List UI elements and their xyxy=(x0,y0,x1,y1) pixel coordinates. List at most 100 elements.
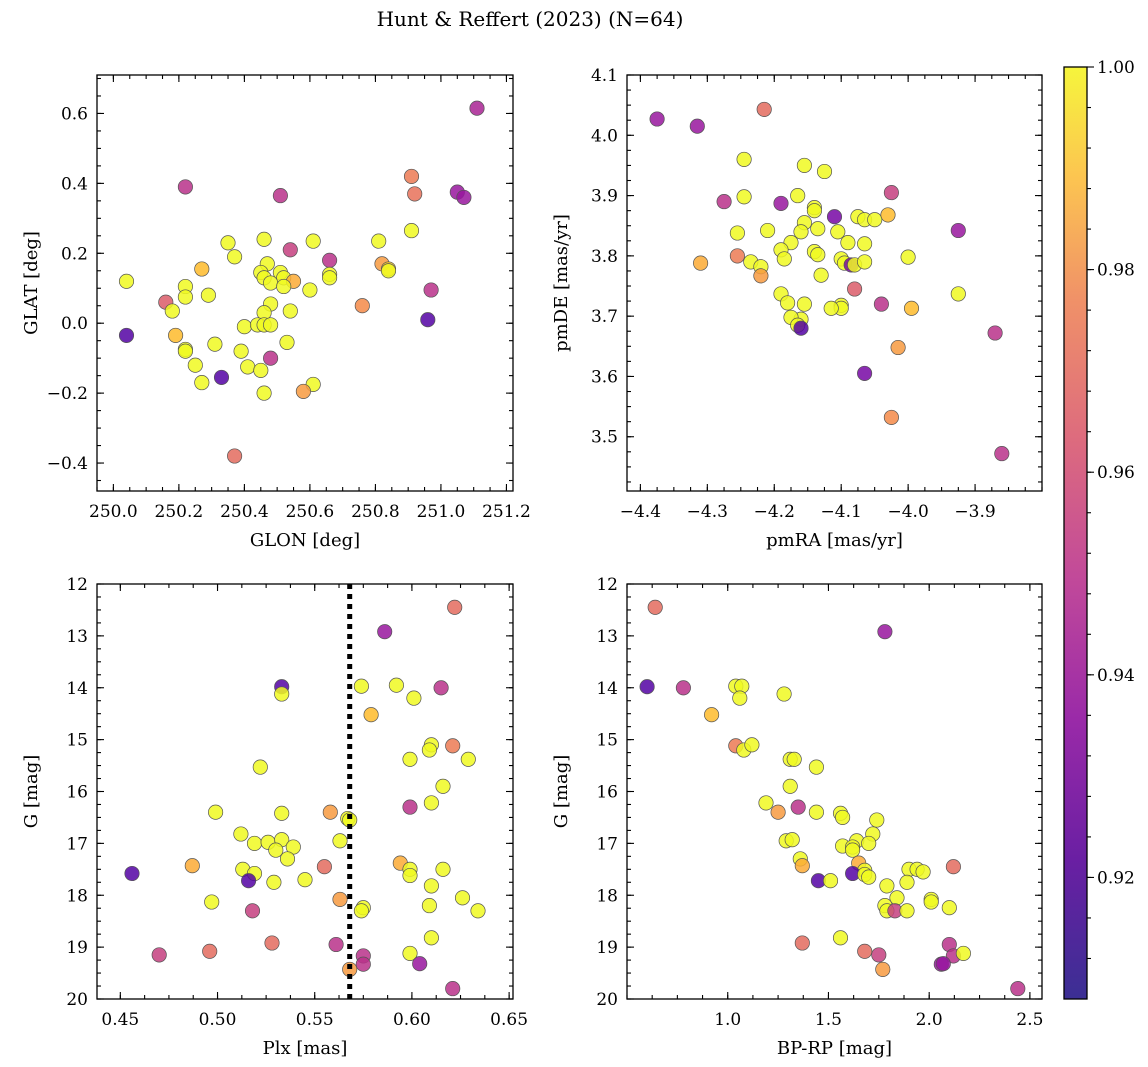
panel-0-point-14 xyxy=(282,242,298,258)
panel-0-point-44 xyxy=(263,317,279,333)
panel-0-point-34 xyxy=(200,287,216,303)
panel-2-point-6 xyxy=(433,680,449,696)
panel-0-frame xyxy=(96,74,514,492)
panel-2-points xyxy=(124,599,486,997)
panel-1-xtick-label: −4.0 xyxy=(887,502,928,522)
panel-1-frame xyxy=(626,74,1043,492)
panel-0-xtick-label: 251.2 xyxy=(482,502,531,522)
panel-0-point-2 xyxy=(272,188,288,204)
panel-3-point-60 xyxy=(955,945,971,961)
panel-1-point-1 xyxy=(689,118,705,134)
panel-2-point-45 xyxy=(454,890,471,906)
panel-0-point-46 xyxy=(168,327,184,343)
panel-2-ytick-label: 20 xyxy=(66,990,88,1010)
panel-0-ytick-label: 0.6 xyxy=(61,104,88,124)
panel-1-point-7 xyxy=(736,189,752,205)
panel-0-point-45 xyxy=(118,327,135,343)
panel-1-point-51 xyxy=(873,296,889,312)
panel-3-point-45 xyxy=(879,878,895,894)
panel-1-point-43 xyxy=(813,267,829,283)
panel-glon-glat: 250.0 250.2 250.4 250.6 250.8 251.0 251.2 −0.4 −… xyxy=(21,74,531,551)
panel-0-ylabel: GLAT [deg] xyxy=(21,231,42,335)
panel-2-point-4 xyxy=(353,678,369,694)
panel-3-point-64 xyxy=(1010,981,1026,997)
panel-2-point-51 xyxy=(244,903,261,919)
panel-2-point-17 xyxy=(402,799,418,815)
panel-1-point-3 xyxy=(736,151,752,167)
panel-1-point-6 xyxy=(716,194,732,210)
panel-3-point-19 xyxy=(808,804,824,820)
panel-3-point-2 xyxy=(639,679,655,695)
panel-3-point-44 xyxy=(899,874,915,890)
panel-2-point-5 xyxy=(388,677,404,693)
panel-2-point-52 xyxy=(423,930,439,946)
panel-plx-g: 0.45 0.50 0.55 0.60 0.65 12 13 14 15 16 17 18 19 20 P… xyxy=(21,575,528,1059)
panel-3-ticks: 1.0 1.5 2.0 2.5 12 13 14 15 16 17 18 19 20 xyxy=(596,575,1043,1030)
panel-2-point-32 xyxy=(316,859,332,875)
panel-3-point-22 xyxy=(869,812,885,828)
panel-3-xlabel: BP-RP [mag] xyxy=(777,1038,892,1059)
panel-0-point-62 xyxy=(227,448,243,464)
panel-3-ytick-label: 17 xyxy=(596,834,618,854)
panel-1-point-53 xyxy=(950,286,966,302)
panel-2-point-37 xyxy=(124,865,140,882)
panel-2-point-23 xyxy=(233,826,249,842)
panel-0-point-56 xyxy=(253,362,269,378)
panel-0-xtick-label: 250.6 xyxy=(286,502,335,522)
panel-2-point-60 xyxy=(412,956,428,972)
panel-2-frame xyxy=(96,583,514,1000)
panel-3-point-3 xyxy=(675,680,691,696)
panel-1-point-32 xyxy=(729,248,745,264)
panel-0-point-58 xyxy=(194,375,210,391)
panel-2-point-43 xyxy=(423,878,439,894)
panel-0-point-40 xyxy=(354,298,370,314)
panel-1-point-62 xyxy=(994,446,1010,462)
panel-0-point-32 xyxy=(423,282,439,298)
panel-1-point-16 xyxy=(867,212,883,228)
panel-1-xtick-label: −3.9 xyxy=(954,502,995,522)
panel-2-ytick-label: 19 xyxy=(66,938,88,958)
panel-1-point-24 xyxy=(950,222,966,239)
panel-0-xtick-label: 250.8 xyxy=(351,502,400,522)
panel-2-point-24 xyxy=(332,833,348,849)
panel-3-point-43 xyxy=(822,873,839,889)
panel-0-point-9 xyxy=(220,235,236,251)
panel-0-point-10 xyxy=(256,231,272,247)
panel-2-point-40 xyxy=(241,873,257,889)
panel-0-ytick-label: 0.4 xyxy=(61,174,88,194)
panel-2-point-39 xyxy=(402,867,418,884)
panel-3-xtick-label: 2.5 xyxy=(1016,1010,1043,1030)
colorbar-tick-label: 0.94 xyxy=(1097,666,1135,686)
panel-2-point-29 xyxy=(268,842,284,858)
panel-1-point-31 xyxy=(693,255,709,271)
panel-0-point-41 xyxy=(236,319,252,335)
panel-3-point-15 xyxy=(782,778,798,794)
panel-0-point-54 xyxy=(187,357,203,373)
panel-3-point-54 xyxy=(832,930,849,946)
panel-2-point-41 xyxy=(266,874,282,890)
panel-3-point-16 xyxy=(758,795,774,811)
panel-2-point-7 xyxy=(406,690,422,706)
panel-3-point-18 xyxy=(770,804,786,820)
panel-2-point-62 xyxy=(445,981,461,997)
panel-3-point-29 xyxy=(861,835,877,851)
panel-0-point-11 xyxy=(305,233,321,249)
panel-2-point-59 xyxy=(355,956,371,972)
panel-2-point-49 xyxy=(353,903,369,919)
colorbar-tick-label: 1.00 xyxy=(1097,58,1135,78)
panel-0-point-18 xyxy=(322,252,338,268)
panel-2-point-46 xyxy=(204,894,220,910)
panel-3-point-30 xyxy=(845,842,861,858)
panel-2-ytick-label: 13 xyxy=(66,627,88,647)
panel-1-point-45 xyxy=(847,281,863,297)
panel-0-point-37 xyxy=(164,303,180,319)
panel-0-ytick-label: −0.2 xyxy=(47,384,88,404)
panel-3-ytick-label: 20 xyxy=(596,990,618,1010)
panel-0-xtick-label: 251.0 xyxy=(417,502,466,522)
panel-3-point-32 xyxy=(794,858,810,874)
panel-0-point-53 xyxy=(263,350,279,366)
panel-1-xtick-label: −4.1 xyxy=(821,502,862,522)
panel-0-point-61 xyxy=(295,383,311,399)
panel-0-point-52 xyxy=(233,343,249,359)
